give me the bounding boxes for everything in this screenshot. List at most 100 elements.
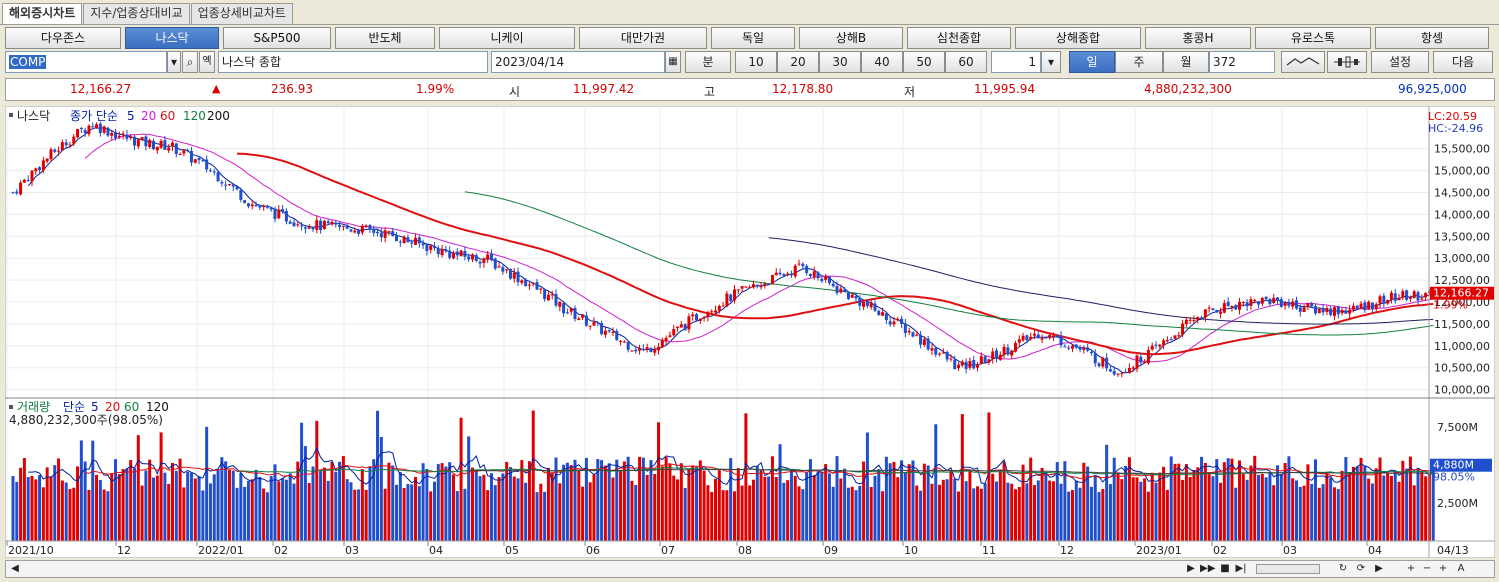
- calendar-icon[interactable]: ▦: [665, 51, 681, 73]
- zoom-in-icon[interactable]: +: [1406, 563, 1416, 574]
- zoom-out-icon[interactable]: −: [1422, 563, 1432, 574]
- line-chart-icon[interactable]: [1281, 51, 1325, 73]
- date-input[interactable]: 2023/04/14: [491, 51, 665, 73]
- tab-2[interactable]: 지수/업종상대비교: [83, 3, 190, 24]
- fast-forward-icon[interactable]: ▶▶: [1200, 563, 1216, 574]
- price-volume-chart[interactable]: 15,500,00 15,000,00 14,500,00 14,000,00 13,5…: [5, 106, 1495, 558]
- volume-bar: [865, 432, 869, 541]
- stop-icon[interactable]: ■: [1220, 563, 1230, 574]
- volume-bar: [581, 486, 585, 541]
- end-icon[interactable]: ▶|: [1235, 563, 1247, 574]
- price-ma-period-200: 200: [207, 109, 230, 123]
- candle: [824, 273, 828, 283]
- volume-bar: [1165, 489, 1169, 541]
- horizontal-scrollbar[interactable]: ◀ ▶ ▶▶ ■ ▶| ↻ ⟳ ▶ + − + A: [5, 560, 1495, 578]
- code-dropdown-button[interactable]: ▾: [167, 51, 181, 73]
- candle: [531, 282, 535, 287]
- candle: [1351, 302, 1355, 313]
- candle: [174, 142, 178, 158]
- market-button-5[interactable]: 니케이: [439, 27, 575, 49]
- candle-chart-icon[interactable]: [1327, 51, 1367, 73]
- minute-option-20[interactable]: 20: [777, 51, 819, 73]
- period-week-button[interactable]: 주: [1115, 51, 1163, 73]
- candle: [846, 291, 850, 301]
- minute-option-40[interactable]: 40: [861, 51, 903, 73]
- market-button-6[interactable]: 대만가권: [579, 27, 707, 49]
- minute-option-60[interactable]: 60: [945, 51, 987, 73]
- count-input[interactable]: 372: [1209, 51, 1275, 73]
- market-button-2[interactable]: 나스닥: [125, 27, 219, 49]
- minute-option-30[interactable]: 30: [819, 51, 861, 73]
- settings-button[interactable]: 설정: [1371, 51, 1429, 73]
- market-button-7[interactable]: 독일: [711, 27, 795, 49]
- refresh-icon[interactable]: ↻: [1338, 563, 1348, 574]
- ma-line-20: [84, 133, 1434, 363]
- cycle-icon[interactable]: ⟳: [1356, 563, 1366, 574]
- candle: [1279, 296, 1283, 308]
- volume-bar: [1002, 461, 1006, 541]
- scroll-left-icon[interactable]: ◀: [11, 563, 19, 574]
- candle: [721, 302, 725, 307]
- market-button-8[interactable]: 상해B: [799, 27, 903, 49]
- market-button-13[interactable]: 항셍: [1375, 27, 1489, 49]
- market-button-10[interactable]: 상해종합: [1015, 27, 1141, 49]
- candle: [227, 183, 231, 186]
- candle: [1412, 289, 1416, 299]
- volume-bar: [1108, 484, 1112, 541]
- zoom-track[interactable]: [1256, 564, 1320, 574]
- auto-scale-button[interactable]: A: [1457, 563, 1465, 574]
- fit-icon[interactable]: +: [1438, 563, 1448, 574]
- market-button-3[interactable]: S&P500: [223, 27, 331, 49]
- spin-dropdown-button[interactable]: ▾: [1041, 51, 1061, 73]
- market-button-4[interactable]: 반도체: [335, 27, 435, 49]
- volume-bar: [307, 483, 311, 541]
- scroll-right-icon[interactable]: ▶: [1375, 563, 1383, 574]
- volume-bar: [835, 456, 839, 541]
- volume-bar: [53, 465, 57, 541]
- candle: [1105, 353, 1109, 372]
- candle: [372, 225, 376, 237]
- search-icon[interactable]: ⌕: [182, 51, 198, 73]
- volume-bar: [140, 485, 144, 541]
- market-button-12[interactable]: 유로스톡: [1255, 27, 1371, 49]
- period-month-button[interactable]: 월: [1163, 51, 1209, 73]
- candle: [976, 362, 980, 372]
- minute-option-50[interactable]: 50: [903, 51, 945, 73]
- period-day-button[interactable]: 일: [1069, 51, 1115, 73]
- candle: [676, 326, 680, 332]
- play-icon[interactable]: ▶: [1187, 563, 1195, 574]
- candle: [763, 281, 767, 289]
- candle: [619, 340, 623, 346]
- tab-1[interactable]: 해외증시차트: [2, 3, 83, 24]
- volume-bar: [1245, 479, 1249, 541]
- market-button-1[interactable]: 다우존스: [5, 27, 121, 49]
- market-button-11[interactable]: 홍콩H: [1145, 27, 1251, 49]
- volume-bar: [854, 490, 858, 541]
- spin-field[interactable]: 1: [991, 51, 1041, 73]
- candle: [827, 275, 831, 286]
- check-button[interactable]: 옉: [199, 51, 215, 73]
- change-percent: 1.99%: [416, 82, 455, 96]
- volume-bar: [1222, 462, 1226, 541]
- candle: [106, 126, 110, 137]
- volume-bar: [850, 486, 854, 541]
- volume-bar: [322, 467, 326, 541]
- candle: [805, 264, 809, 276]
- candle: [1074, 343, 1078, 350]
- candle: [915, 331, 919, 337]
- code-input[interactable]: COMP: [5, 51, 167, 73]
- minute-option-10[interactable]: 10: [735, 51, 777, 73]
- volume-bar: [1348, 471, 1352, 541]
- candle: [254, 201, 258, 208]
- market-button-9[interactable]: 심천종합: [907, 27, 1011, 49]
- x-axis-label: 10: [904, 544, 918, 557]
- next-button[interactable]: 다음: [1433, 51, 1493, 73]
- candle: [816, 271, 820, 281]
- volume-bar: [1408, 456, 1412, 541]
- minute-button[interactable]: 분: [685, 51, 731, 73]
- tab-3[interactable]: 업종상세비교차트: [190, 3, 293, 24]
- volume-bar: [641, 457, 645, 541]
- volume-bar: [1093, 475, 1097, 541]
- candle: [903, 319, 907, 338]
- volume-bar: [702, 470, 706, 541]
